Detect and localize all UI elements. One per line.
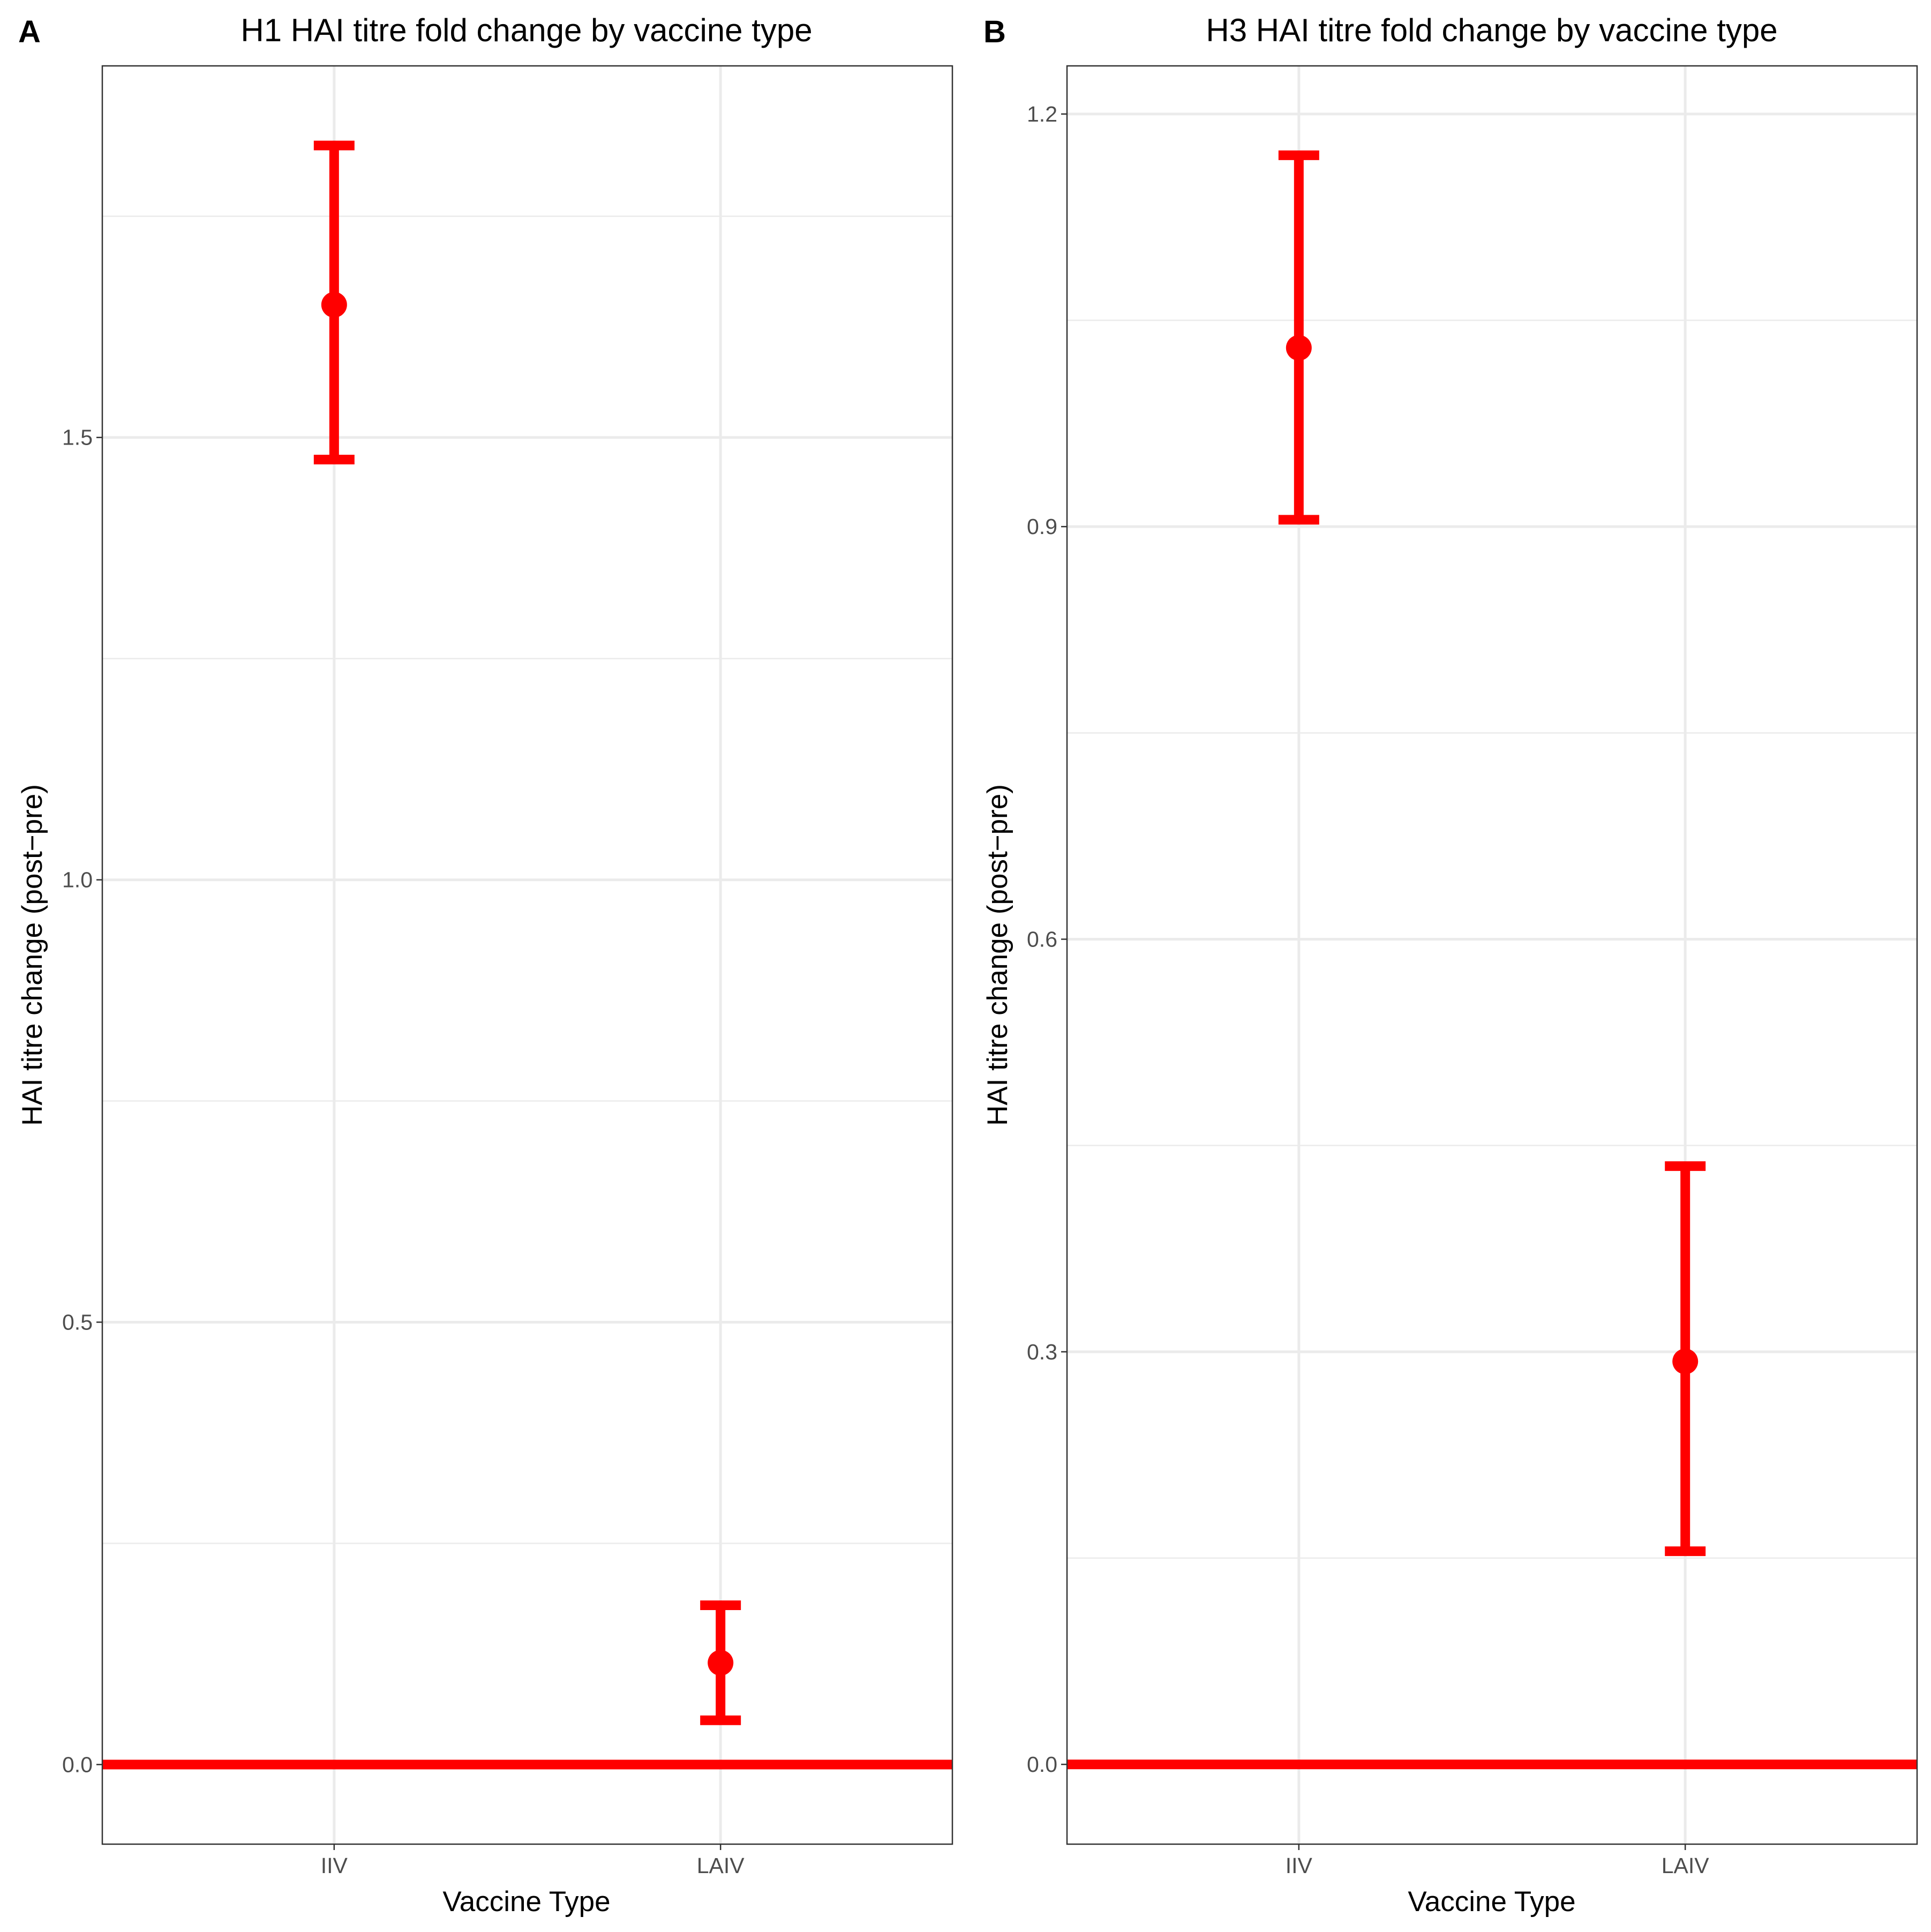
panel-b-errorbars <box>1278 150 1706 1557</box>
panel-b-errorbar-iiv <box>1278 150 1319 525</box>
panel-a-y-tick-label: 1.5 <box>62 425 93 450</box>
panel-b-border <box>1066 65 1918 1845</box>
panel-b-y-tick-label: 0.9 <box>1027 514 1057 539</box>
panel-a-border <box>101 65 953 1845</box>
panel-a-mean-point-iiv <box>321 291 347 318</box>
panel-a-x-tick-label: LAIV <box>697 1853 745 1878</box>
panel-b-y-axis-title: HAI titre change (post−pre) <box>982 784 1013 1126</box>
panel-b-title: H3 HAI titre fold change by vaccine type <box>1206 12 1777 48</box>
panel-b-y-tick-label: 1.2 <box>1027 102 1057 126</box>
panel-b-y-tick-label: 0.3 <box>1027 1340 1057 1364</box>
panel-b-y-tick-label: 0.6 <box>1027 927 1057 951</box>
panel-b-x-ticks: IIV LAIV <box>1286 1844 1710 1878</box>
panel-a-letter: A <box>18 14 41 49</box>
panel-a-y-axis-title: HAI titre change (post−pre) <box>17 784 48 1126</box>
panel-a-y-tick-label: 0.0 <box>62 1752 93 1777</box>
panel-a-errorbars <box>313 140 741 1725</box>
panel-a-x-tick-label: IIV <box>321 1853 348 1878</box>
panel-a-mean-point-laiv <box>708 1650 734 1676</box>
panel-b-x-tick-label: IIV <box>1286 1853 1313 1878</box>
panel-a-x-ticks: IIV LAIV <box>321 1844 745 1878</box>
panel-b-gridlines <box>1067 66 1917 1844</box>
panel-b-mean-point-laiv <box>1672 1348 1699 1374</box>
panel-a-y-tick-label: 1.0 <box>62 868 93 892</box>
panel-a-h1: A H1 HAI titre fold change by vaccine ty… <box>17 12 953 1918</box>
panel-b-h3: B H3 HAI titre fold change by vaccine ty… <box>982 12 1918 1918</box>
panel-a-errorbar-iiv <box>313 140 355 465</box>
panel-b-y-ticks: 0.0 0.3 0.6 0.9 1.2 <box>1027 102 1067 1777</box>
panel-a-gridlines <box>102 66 952 1844</box>
panel-a-y-ticks: 0.0 0.5 1.0 1.5 <box>62 425 102 1777</box>
panel-b-errorbar-laiv <box>1665 1161 1706 1557</box>
panel-a-title: H1 HAI titre fold change by vaccine type <box>241 12 812 48</box>
panel-a-y-tick-label: 0.5 <box>62 1310 93 1334</box>
panel-b-letter: B <box>983 14 1006 49</box>
panel-b-mean-point-iiv <box>1286 335 1312 361</box>
panel-a-errorbar-laiv <box>700 1600 741 1725</box>
panel-b-x-axis-title: Vaccine Type <box>1408 1886 1575 1918</box>
panel-b-y-tick-label: 0.0 <box>1027 1752 1057 1777</box>
panel-b-x-tick-label: LAIV <box>1662 1853 1710 1878</box>
panel-a-x-axis-title: Vaccine Type <box>442 1886 610 1918</box>
